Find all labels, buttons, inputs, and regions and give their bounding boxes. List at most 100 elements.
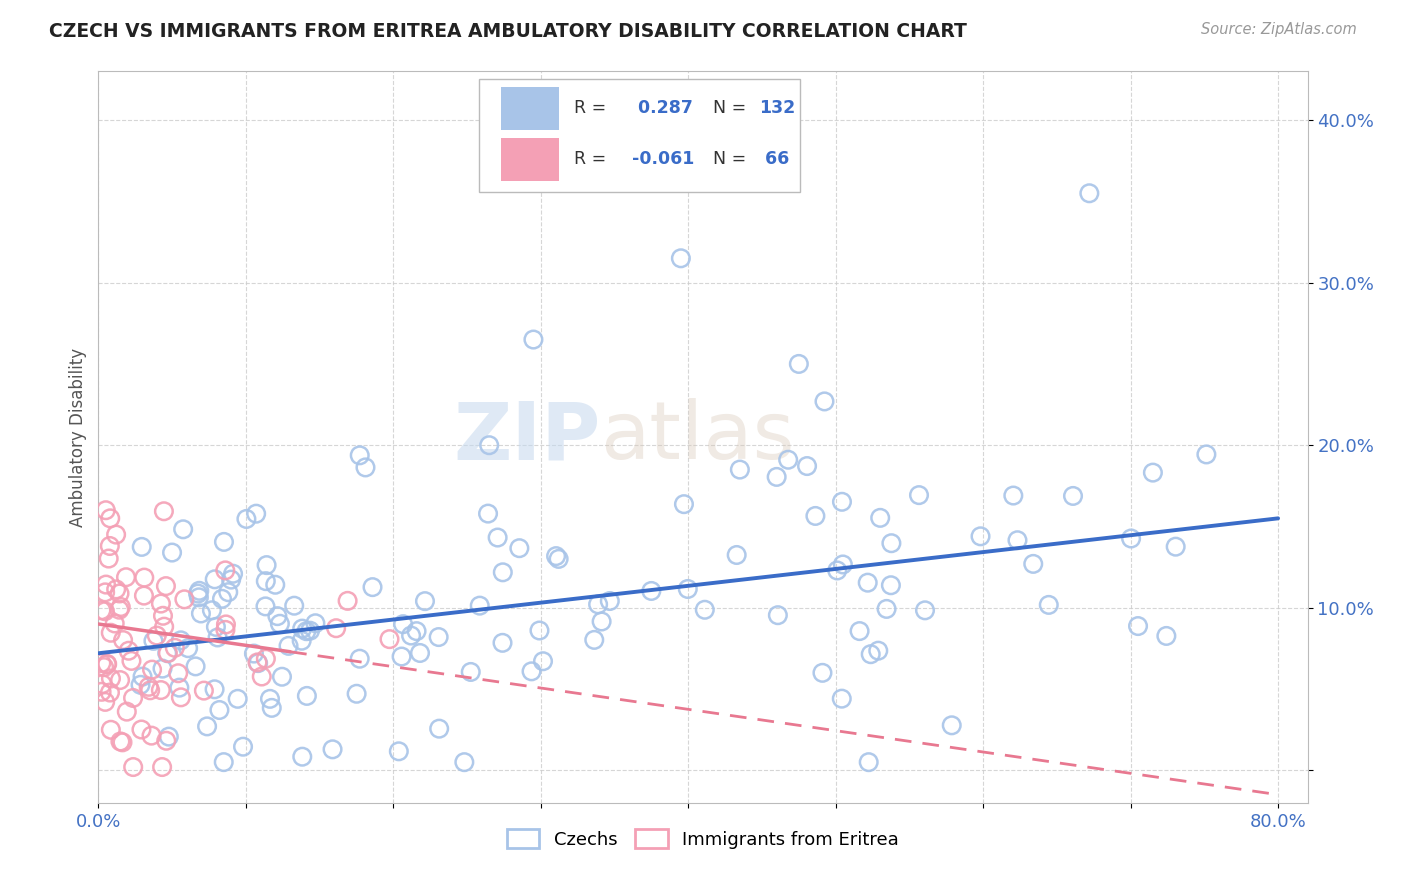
- Point: [153, 620, 176, 634]
- Text: atlas: atlas: [600, 398, 794, 476]
- Point: [868, 643, 890, 657]
- Point: [146, 629, 169, 643]
- Point: [115, 570, 138, 584]
- FancyBboxPatch shape: [501, 138, 560, 181]
- Point: [908, 488, 931, 502]
- Point: [676, 582, 699, 596]
- Point: [468, 599, 491, 613]
- Point: [141, 729, 163, 743]
- Point: [346, 687, 368, 701]
- Point: [453, 755, 475, 769]
- Point: [214, 623, 236, 637]
- Point: [529, 624, 551, 638]
- FancyBboxPatch shape: [501, 87, 560, 129]
- Point: [139, 683, 162, 698]
- Point: [190, 607, 212, 621]
- Point: [219, 573, 242, 587]
- Point: [291, 633, 314, 648]
- Point: [831, 691, 853, 706]
- Point: [336, 594, 359, 608]
- Point: [246, 656, 269, 670]
- Point: [1022, 557, 1045, 571]
- Point: [94, 503, 117, 517]
- Point: [105, 582, 128, 597]
- Point: [378, 632, 401, 647]
- Point: [90, 656, 112, 670]
- Point: [172, 522, 194, 536]
- Point: [914, 603, 936, 617]
- Point: [520, 665, 543, 679]
- Point: [1007, 533, 1029, 548]
- Point: [586, 598, 609, 612]
- Point: [856, 575, 879, 590]
- Point: [235, 512, 257, 526]
- Point: [299, 624, 322, 638]
- Point: [1142, 466, 1164, 480]
- Text: 66: 66: [759, 150, 789, 169]
- Point: [187, 591, 209, 605]
- Point: [1062, 489, 1084, 503]
- Point: [115, 705, 138, 719]
- Point: [110, 600, 132, 615]
- Point: [478, 438, 501, 452]
- Point: [110, 734, 132, 748]
- Point: [325, 621, 347, 635]
- Point: [591, 615, 613, 629]
- Point: [283, 599, 305, 613]
- Point: [354, 460, 377, 475]
- Point: [169, 681, 191, 695]
- Point: [1195, 447, 1218, 461]
- Point: [131, 670, 153, 684]
- Point: [108, 603, 131, 617]
- Point: [804, 508, 827, 523]
- Point: [105, 527, 128, 541]
- Point: [108, 586, 131, 600]
- Point: [90, 603, 112, 617]
- Point: [122, 760, 145, 774]
- Point: [156, 646, 179, 660]
- Point: [108, 673, 131, 687]
- Point: [491, 636, 513, 650]
- Point: [486, 531, 509, 545]
- Point: [211, 591, 233, 606]
- Point: [1156, 629, 1178, 643]
- Point: [155, 733, 177, 747]
- Point: [254, 651, 277, 665]
- Point: [173, 592, 195, 607]
- Point: [193, 683, 215, 698]
- Point: [640, 584, 662, 599]
- Point: [413, 594, 436, 608]
- FancyBboxPatch shape: [479, 78, 800, 192]
- Point: [880, 578, 903, 592]
- Point: [170, 690, 193, 705]
- Point: [222, 566, 245, 581]
- Point: [796, 458, 818, 473]
- Point: [217, 585, 239, 599]
- Point: [1038, 598, 1060, 612]
- Point: [170, 633, 193, 648]
- Point: [295, 689, 318, 703]
- Point: [876, 602, 898, 616]
- Point: [269, 616, 291, 631]
- Text: R =: R =: [574, 99, 612, 117]
- Point: [134, 571, 156, 585]
- Point: [728, 462, 751, 476]
- Point: [1002, 489, 1025, 503]
- Point: [811, 665, 834, 680]
- Point: [1119, 532, 1142, 546]
- Point: [177, 641, 200, 656]
- Point: [277, 639, 299, 653]
- Point: [547, 552, 569, 566]
- Point: [349, 448, 371, 462]
- Point: [291, 749, 314, 764]
- Point: [825, 564, 848, 578]
- Point: [96, 657, 118, 671]
- Point: [766, 608, 789, 623]
- Point: [207, 631, 229, 645]
- Point: [583, 632, 606, 647]
- Point: [672, 497, 695, 511]
- Point: [90, 685, 112, 699]
- Point: [163, 640, 186, 655]
- Text: -0.061: -0.061: [631, 150, 695, 169]
- Point: [120, 654, 142, 668]
